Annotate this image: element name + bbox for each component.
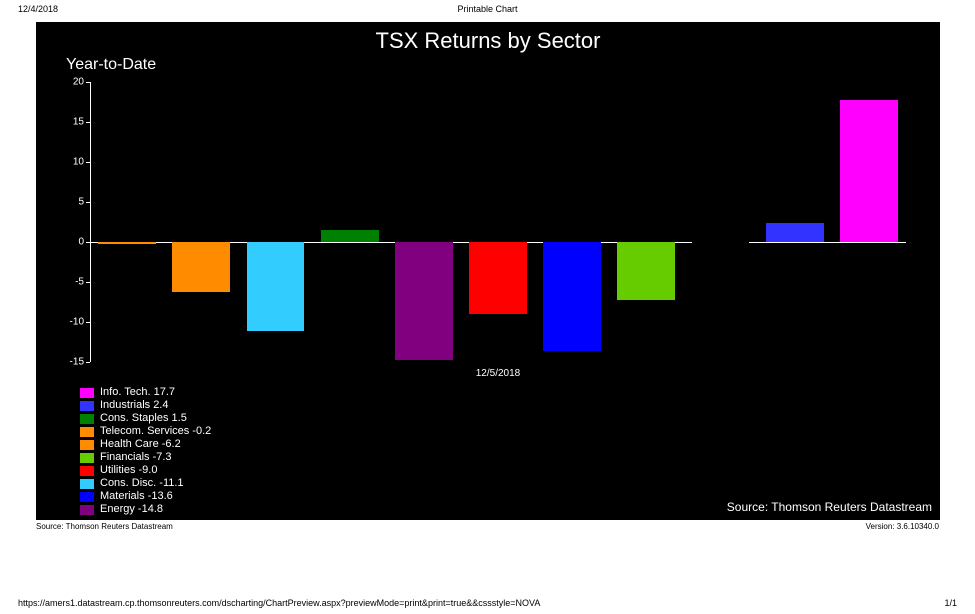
bar	[692, 242, 750, 244]
legend-swatch	[80, 440, 94, 450]
y-tick-label: 0	[78, 237, 84, 248]
legend-item: Telecom. Services -0.2	[80, 425, 211, 438]
y-tick	[86, 322, 90, 323]
legend-swatch	[80, 414, 94, 424]
chart-container: TSX Returns by Sector Year-to-Date -15-1…	[36, 22, 940, 520]
bar	[321, 230, 379, 242]
chart-title: TSX Returns by Sector	[36, 28, 940, 54]
bar	[395, 242, 453, 360]
bar	[469, 242, 527, 314]
y-tick	[86, 242, 90, 243]
legend-label: Telecom. Services -0.2	[100, 425, 211, 438]
legend-label: Energy -14.8	[100, 503, 163, 516]
legend-label: Utilities -9.0	[100, 464, 157, 477]
legend-swatch	[80, 453, 94, 463]
legend-swatch	[80, 505, 94, 515]
legend-label: Cons. Disc. -11.1	[100, 477, 184, 490]
legend-label: Cons. Staples 1.5	[100, 412, 187, 425]
bar	[617, 242, 675, 300]
legend-label: Financials -7.3	[100, 451, 172, 464]
legend-swatch	[80, 466, 94, 476]
source-label-below: Source: Thomson Reuters Datastream	[36, 522, 173, 531]
legend-item: Materials -13.6	[80, 490, 211, 503]
y-tick	[86, 202, 90, 203]
y-tick-label: 15	[73, 117, 84, 128]
legend-item: Cons. Disc. -11.1	[80, 477, 211, 490]
legend-swatch	[80, 401, 94, 411]
legend-label: Materials -13.6	[100, 490, 173, 503]
y-tick-label: -10	[70, 317, 84, 328]
version-label: Version: 3.6.10340.0	[866, 522, 939, 531]
legend-item: Energy -14.8	[80, 503, 211, 516]
bar	[98, 242, 156, 244]
bar	[840, 100, 898, 242]
legend-item: Utilities -9.0	[80, 464, 211, 477]
source-label-inside: Source: Thomson Reuters Datastream	[727, 500, 932, 514]
legend: Info. Tech. 17.7Industrials 2.4Cons. Sta…	[80, 386, 211, 516]
bar	[172, 242, 230, 292]
chart-subtitle: Year-to-Date	[66, 56, 156, 74]
y-tick	[86, 282, 90, 283]
page-header: 12/4/2018 Printable Chart	[0, 0, 975, 14]
y-axis	[90, 82, 91, 362]
legend-item: Cons. Staples 1.5	[80, 412, 211, 425]
y-tick-label: -5	[75, 277, 84, 288]
bar	[247, 242, 305, 331]
y-tick-label: -15	[70, 357, 84, 368]
bar	[543, 242, 601, 351]
footer-url: https://amers1.datastream.cp.thomsonreut…	[18, 598, 540, 608]
y-tick	[86, 82, 90, 83]
legend-label: Info. Tech. 17.7	[100, 386, 175, 399]
header-title: Printable Chart	[457, 4, 517, 14]
y-tick-label: 5	[78, 197, 84, 208]
legend-item: Info. Tech. 17.7	[80, 386, 211, 399]
legend-swatch	[80, 479, 94, 489]
bar	[766, 223, 824, 242]
footer-page: 1/1	[944, 598, 957, 608]
legend-label: Health Care -6.2	[100, 438, 181, 451]
legend-item: Industrials 2.4	[80, 399, 211, 412]
legend-swatch	[80, 388, 94, 398]
legend-item: Health Care -6.2	[80, 438, 211, 451]
y-tick	[86, 162, 90, 163]
plot-area: -15-10-505101520	[90, 82, 906, 362]
legend-swatch	[80, 492, 94, 502]
y-tick-label: 10	[73, 157, 84, 168]
y-tick-label: 20	[73, 77, 84, 88]
legend-label: Industrials 2.4	[100, 399, 168, 412]
legend-item: Financials -7.3	[80, 451, 211, 464]
y-tick	[86, 122, 90, 123]
x-axis-date-label: 12/5/2018	[476, 368, 521, 379]
header-date: 12/4/2018	[18, 4, 58, 14]
legend-swatch	[80, 427, 94, 437]
y-tick	[86, 362, 90, 363]
